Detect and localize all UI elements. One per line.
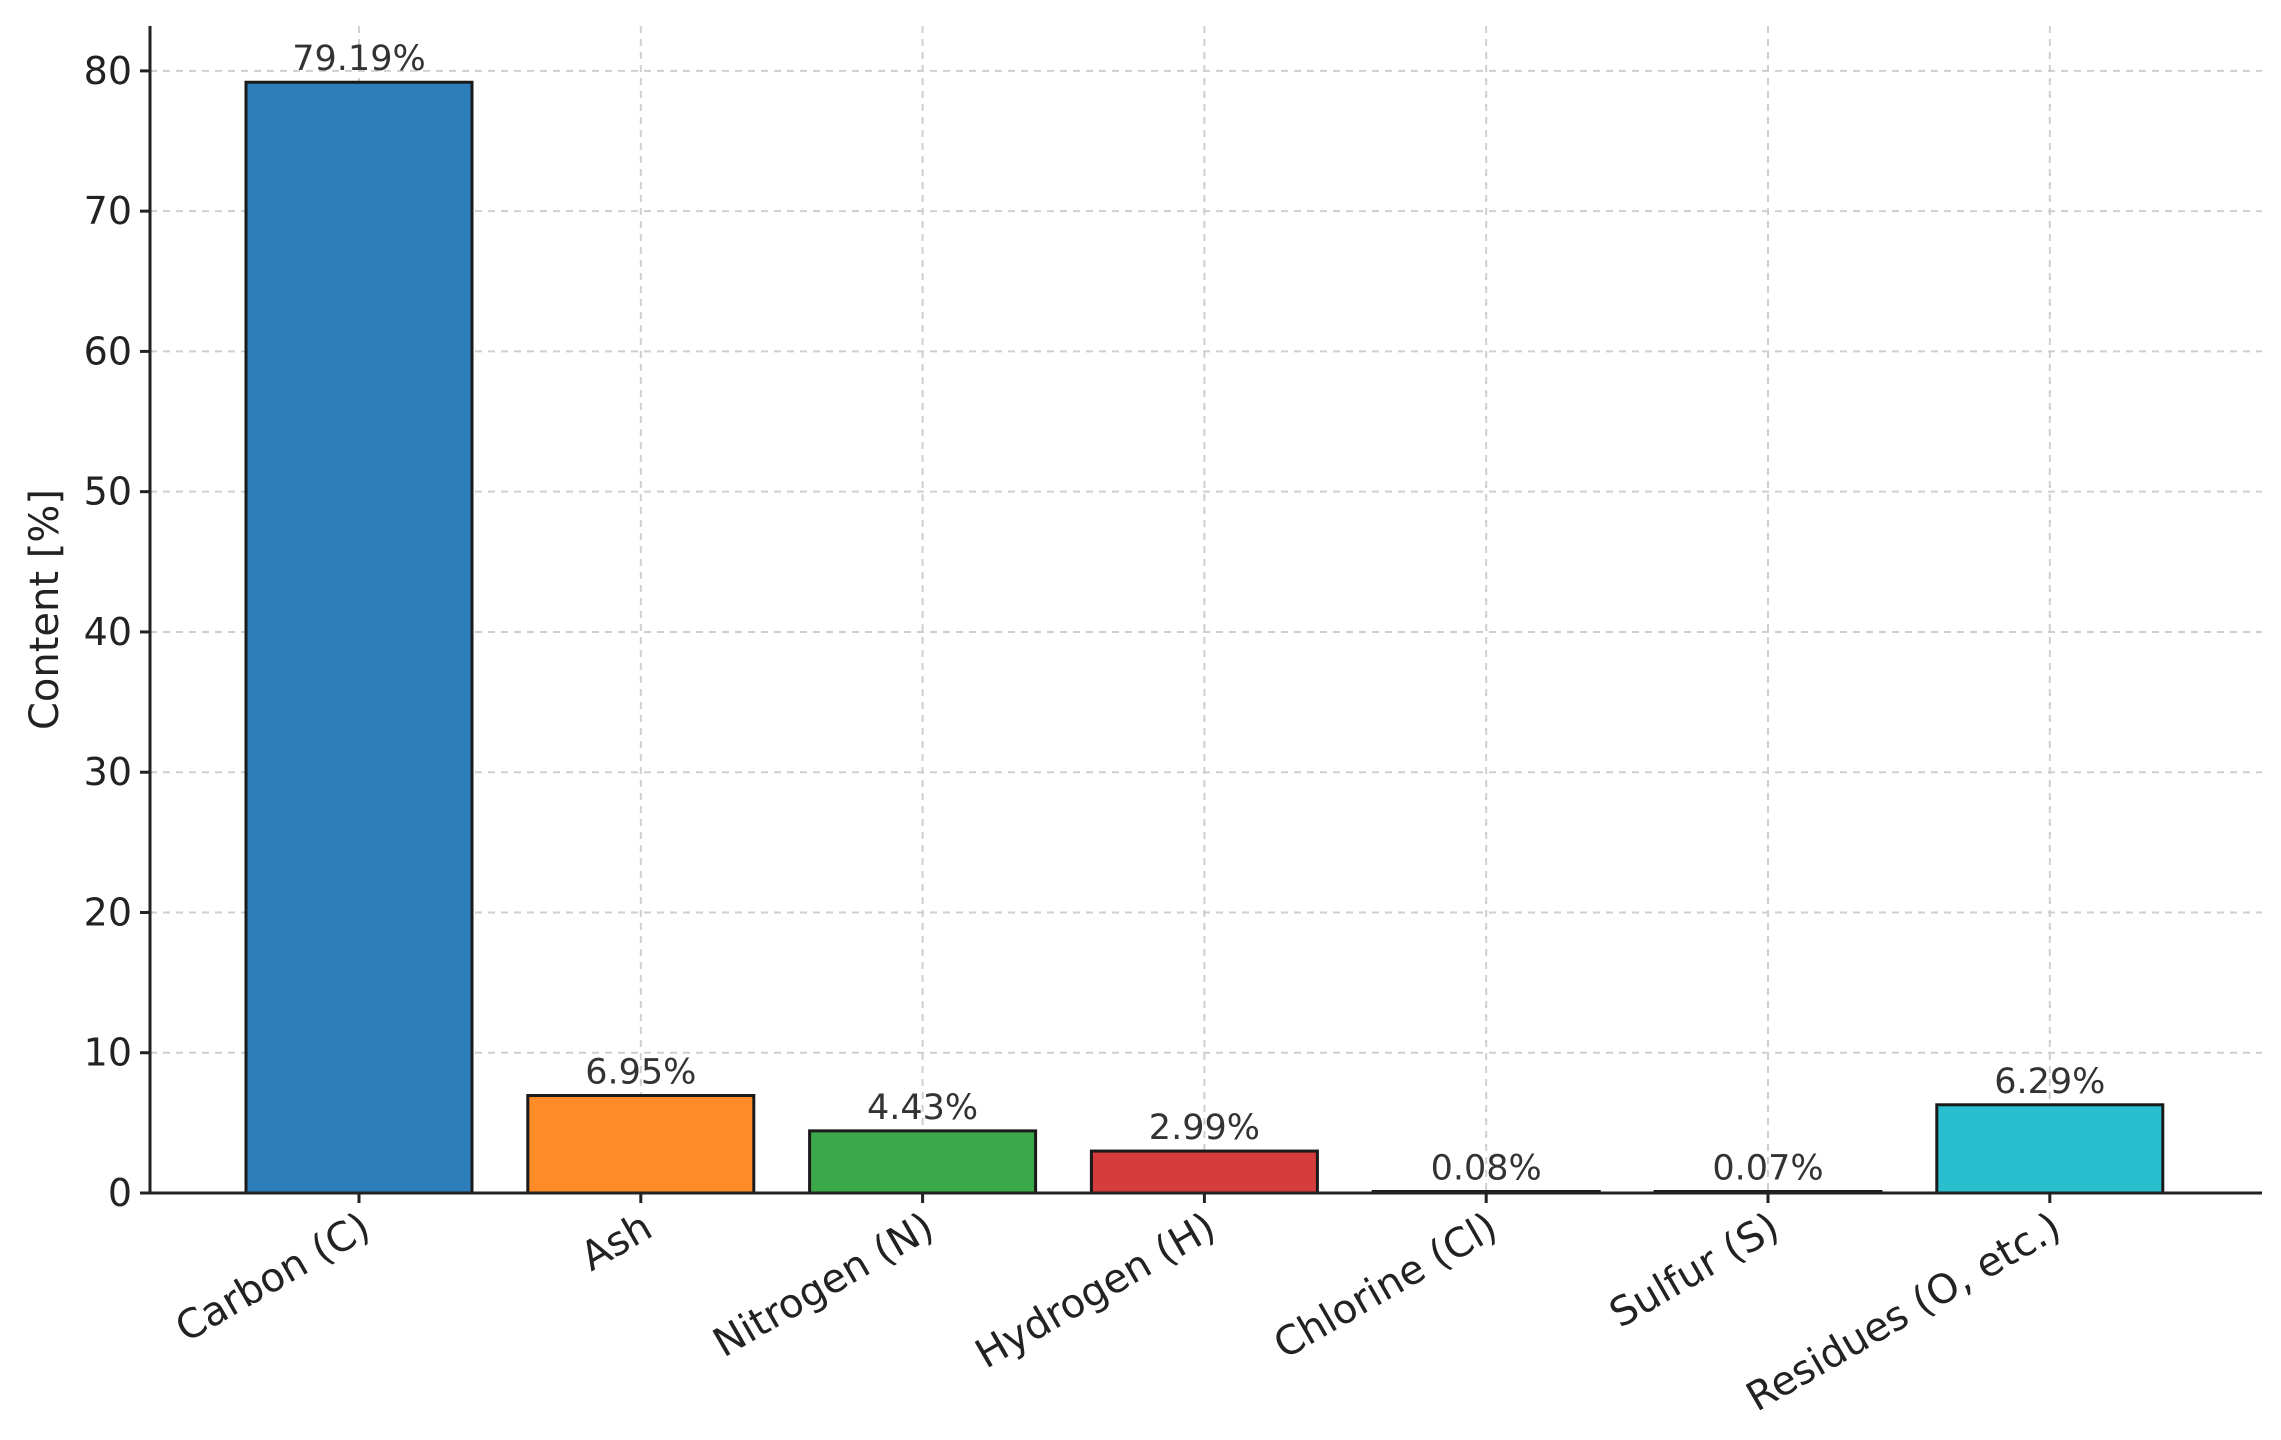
data-label: 6.29% — [1994, 1062, 2105, 1102]
grid — [150, 26, 2262, 1194]
data-label: 4.43% — [867, 1088, 978, 1128]
x-tick-label: Carbon (C) — [168, 1204, 378, 1352]
x-tick-label: Chlorine (Cl) — [1266, 1204, 1505, 1369]
bar — [244, 80, 474, 1195]
y-tick-label: 10 — [84, 1031, 132, 1075]
y-tick-label: 70 — [84, 189, 132, 233]
bar — [808, 1129, 1038, 1195]
y-tick-label: 20 — [84, 890, 132, 934]
data-label: 2.99% — [1149, 1108, 1260, 1148]
y-tick-label: 50 — [84, 470, 132, 514]
y-tick-label: 80 — [84, 49, 132, 93]
data-label: 0.07% — [1712, 1149, 1823, 1189]
y-tick-label: 40 — [84, 610, 132, 654]
y-tick-label: 60 — [84, 329, 132, 373]
bar — [1089, 1149, 1319, 1195]
x-tick-label: Residues (O, etc.) — [1739, 1204, 2069, 1421]
bar — [1935, 1103, 2165, 1195]
axes — [140, 26, 2262, 1203]
data-label: 0.08% — [1431, 1149, 1542, 1189]
x-tick-label: Sulfur (S) — [1602, 1204, 1787, 1337]
y-tick-label: 30 — [84, 750, 132, 794]
data-label: 79.19% — [292, 39, 425, 79]
bar — [526, 1094, 756, 1195]
data-label: 6.95% — [585, 1053, 696, 1093]
x-tick-label: Hydrogen (H) — [968, 1204, 1224, 1378]
bars — [244, 80, 2165, 1195]
x-tick-label: Nitrogen (N) — [706, 1204, 942, 1367]
y-axis-label: Content [%] — [22, 489, 68, 730]
y-tick-label: 0 — [108, 1171, 132, 1215]
x-tick-label: Ash — [573, 1204, 660, 1281]
